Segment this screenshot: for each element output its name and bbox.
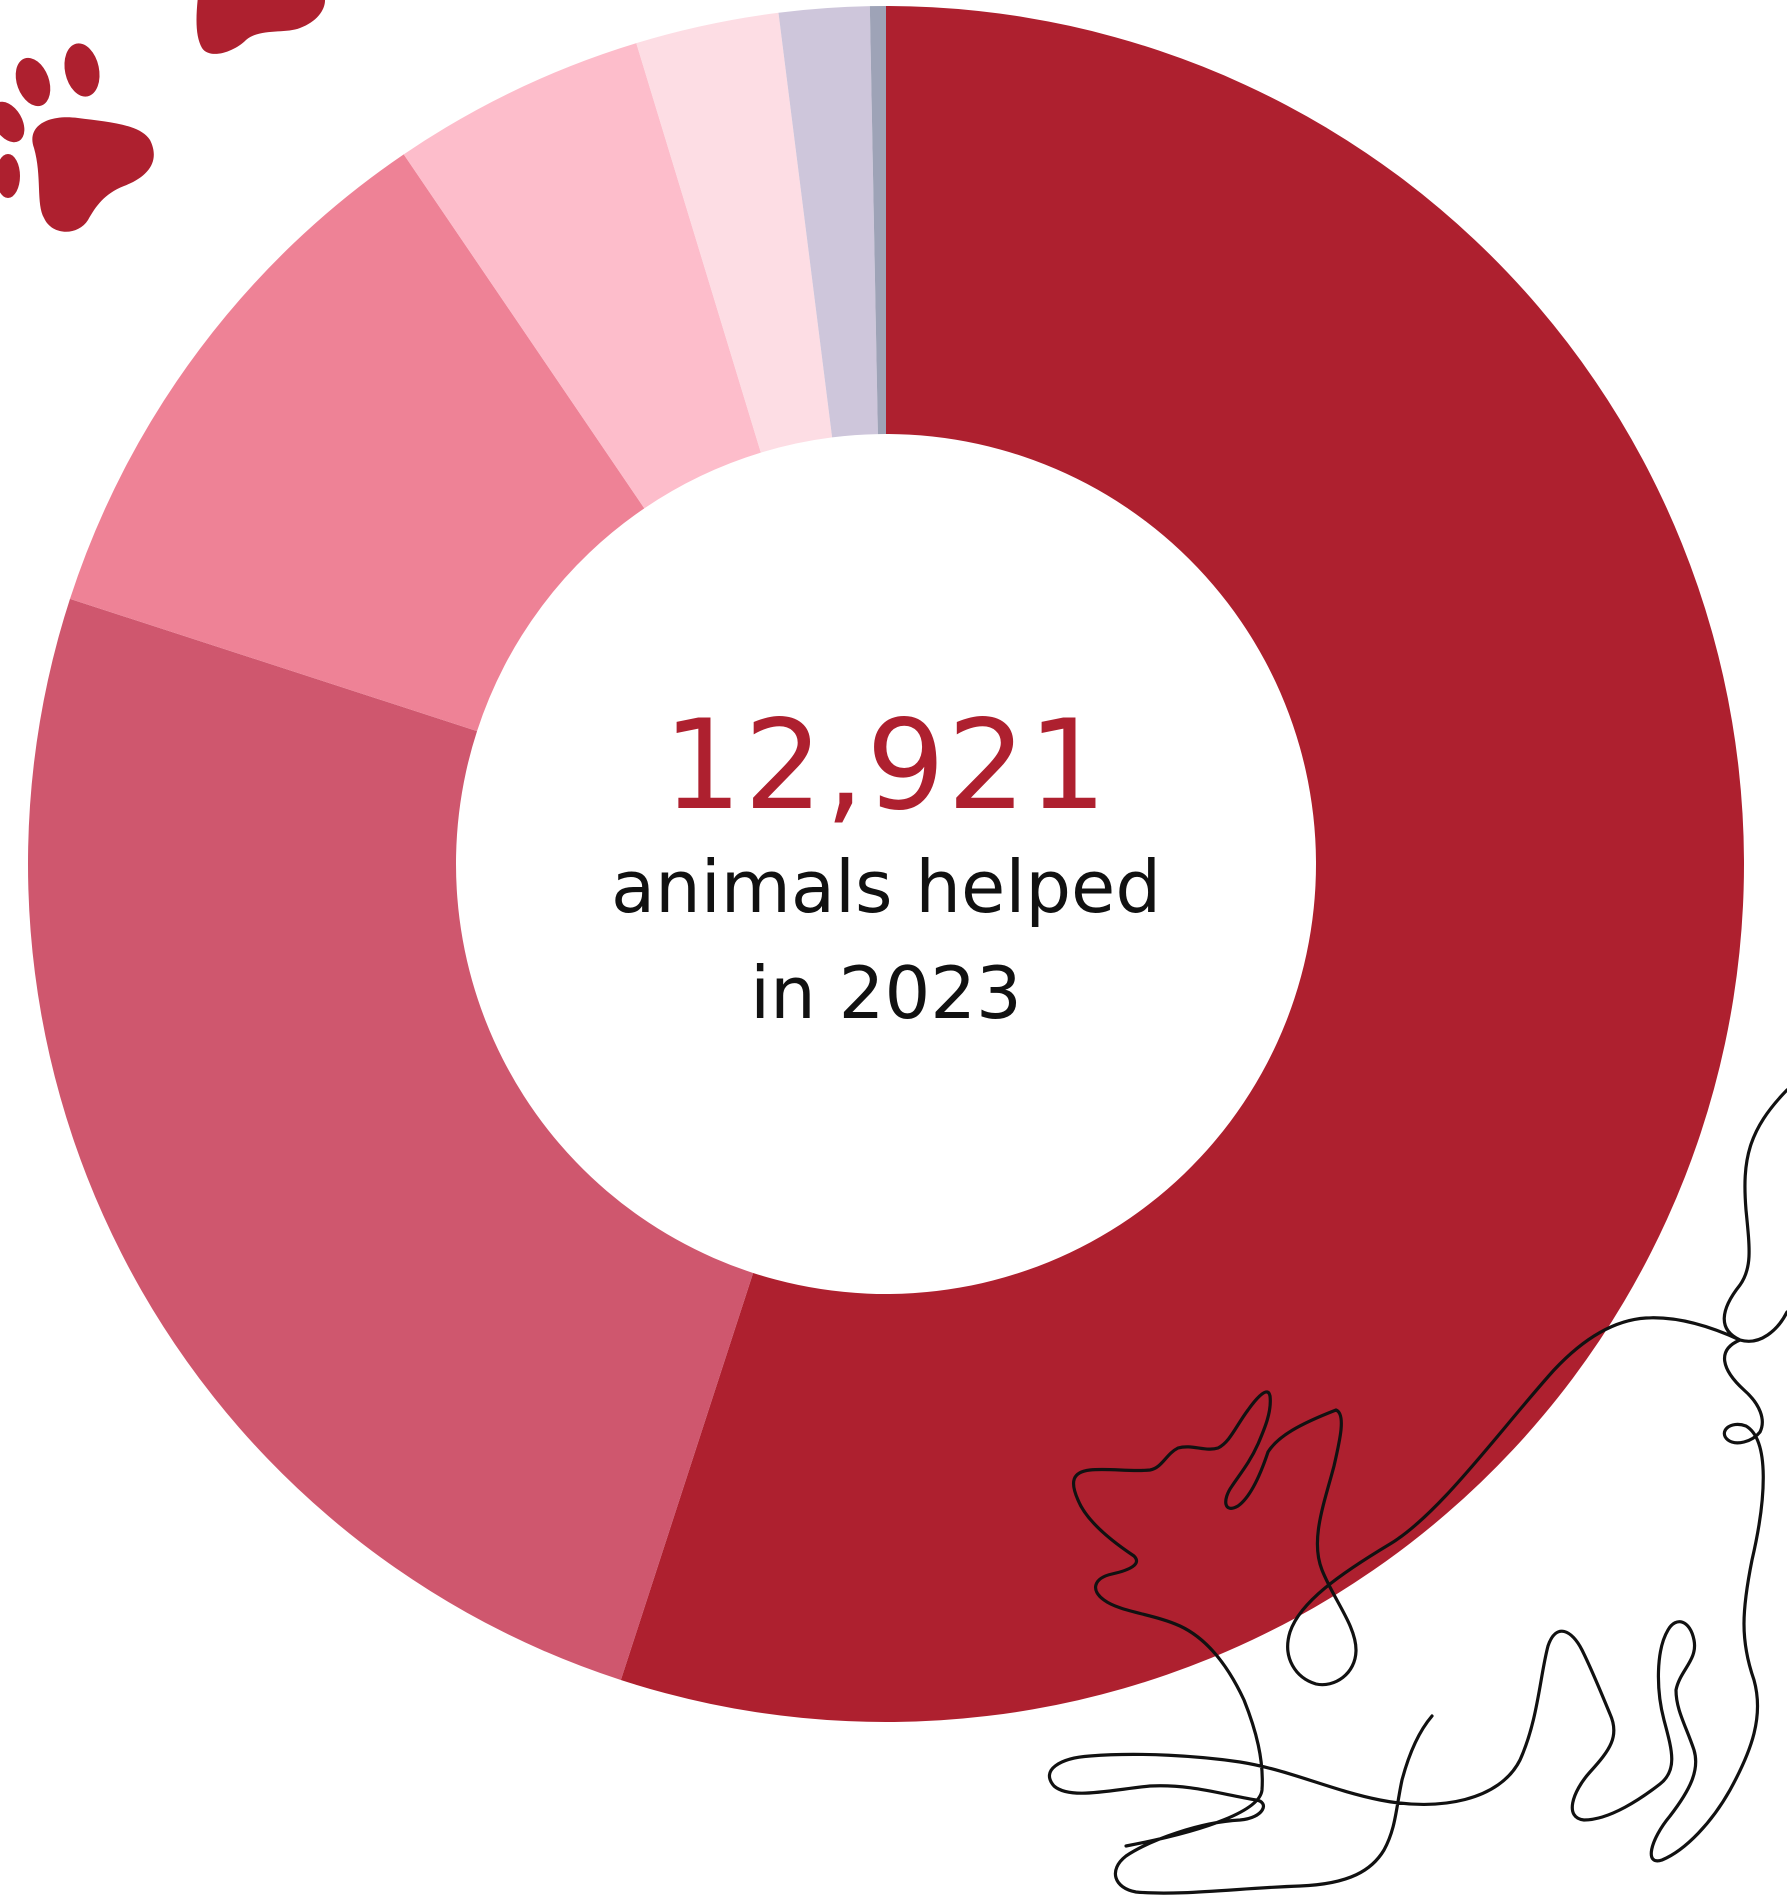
- donut-slice-7: [869, 6, 886, 435]
- donut-slice-4: [403, 43, 761, 509]
- donut-slice-2: [28, 598, 754, 1681]
- caption-line-2: in 2023: [750, 951, 1022, 1035]
- paw-print-icon: [0, 0, 326, 232]
- donut-slice-3: [69, 154, 645, 732]
- cat-line-art-icon: [1047, 1088, 1787, 1895]
- total-count: 12,921: [663, 694, 1109, 838]
- donut-slice-5: [636, 12, 833, 453]
- caption-line-1: animals helped: [611, 845, 1161, 929]
- donut-slice-6: [778, 6, 878, 438]
- donut-slice-1: [620, 6, 1745, 1722]
- donut-chart: [28, 6, 1745, 1722]
